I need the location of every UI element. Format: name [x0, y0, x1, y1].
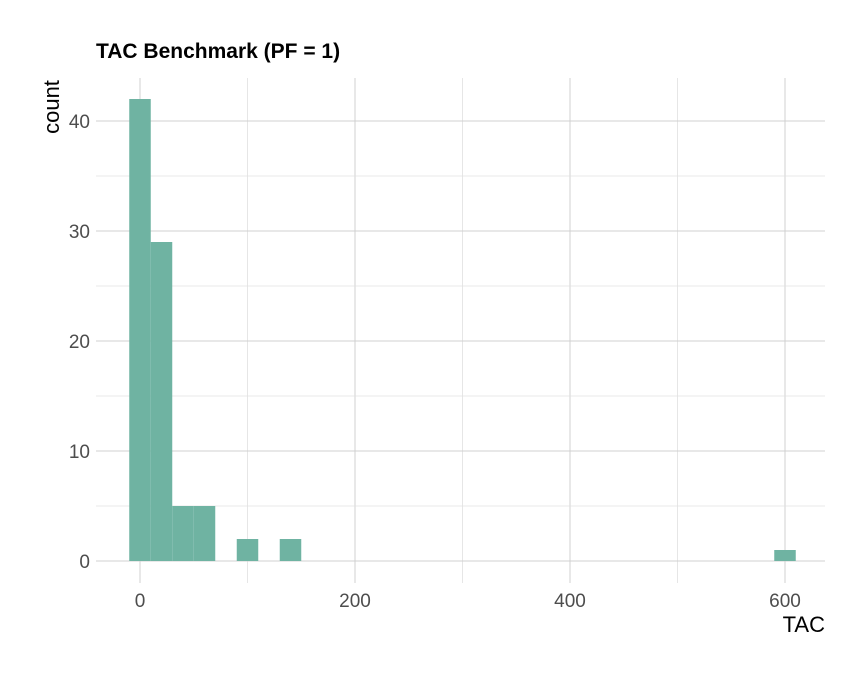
x-axis-title: TAC: [783, 612, 825, 637]
y-tick-label: 0: [79, 552, 90, 573]
histogram-bar: [236, 539, 259, 561]
histogram-bar: [774, 550, 796, 561]
chart-title: TAC Benchmark (PF = 1): [96, 40, 340, 63]
y-tick-label: 10: [69, 442, 90, 463]
histogram-bars: [129, 99, 796, 561]
x-tick-label: 200: [339, 591, 371, 612]
y-axis-title: count: [39, 80, 64, 134]
histogram-bar: [150, 242, 173, 561]
y-tick-label: 40: [69, 112, 90, 133]
y-tick-label: 30: [69, 222, 90, 243]
histogram-bar: [193, 506, 216, 561]
x-tick-label: 0: [135, 591, 146, 612]
grid-lines: [96, 78, 825, 583]
y-tick-label: 20: [69, 332, 90, 353]
x-tick-label: 600: [769, 591, 801, 612]
histogram-bar: [129, 99, 151, 561]
histogram-bar: [172, 506, 194, 561]
x-tick-label: 400: [554, 591, 586, 612]
histogram-bar: [279, 539, 302, 561]
axis-tick-labels: 0 200 400 600 0 10 20 30 40: [69, 112, 801, 612]
